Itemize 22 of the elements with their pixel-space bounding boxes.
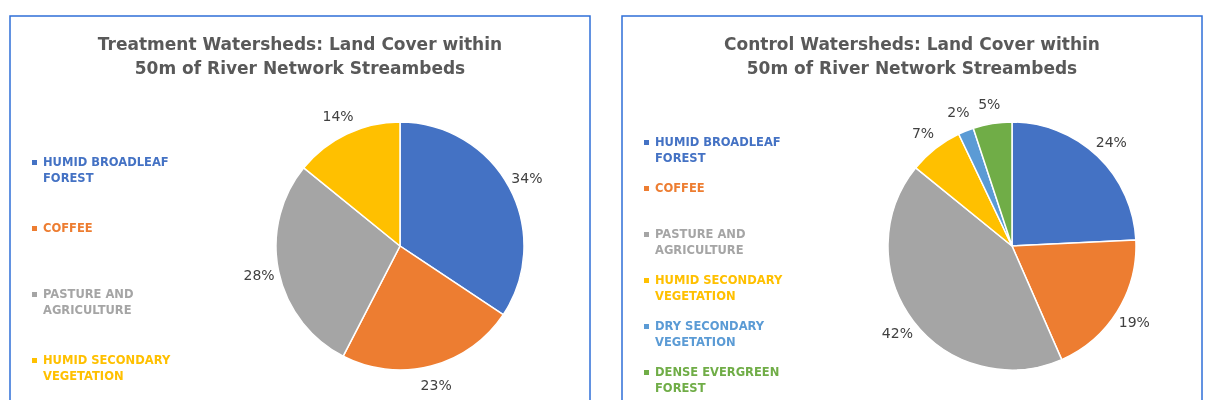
- data-label: 23%: [420, 377, 452, 394]
- legend-label: COFFEE: [655, 181, 705, 195]
- legend-label: HUMID BROADLEAF FOREST: [655, 135, 781, 165]
- data-label: 34%: [511, 169, 543, 186]
- data-label: 14%: [322, 107, 354, 124]
- legend-label: PASTURE AND AGRICULTURE: [655, 227, 746, 257]
- data-label: 19%: [1118, 313, 1150, 330]
- data-label: 2%: [947, 104, 970, 121]
- legend-label: DENSE EVERGREEN FOREST: [655, 365, 780, 395]
- legend-label: HUMID BROADLEAF FOREST: [43, 155, 169, 185]
- data-label: 7%: [911, 124, 935, 141]
- legend-label: COFFEE: [43, 221, 93, 235]
- data-label: 5%: [978, 95, 1001, 112]
- data-label: 42%: [881, 325, 913, 342]
- legend-label: PASTURE AND AGRICULTURE: [43, 287, 134, 317]
- chart-title: Treatment Watersheds: Land Cover within 50m of River Network Streambeds: [97, 34, 503, 78]
- data-label: 24%: [1095, 133, 1127, 150]
- legend-label: HUMID SECONDARY VEGETATION: [43, 353, 171, 383]
- legend-label: HUMID SECONDARY VEGETATION: [655, 273, 783, 303]
- legend-label: DRY SECONDARY VEGETATION: [655, 319, 765, 349]
- data-label: 28%: [243, 267, 275, 284]
- chart-title: Control Watersheds: Land Cover within 50m of River Network Streambeds: [724, 34, 1100, 78]
